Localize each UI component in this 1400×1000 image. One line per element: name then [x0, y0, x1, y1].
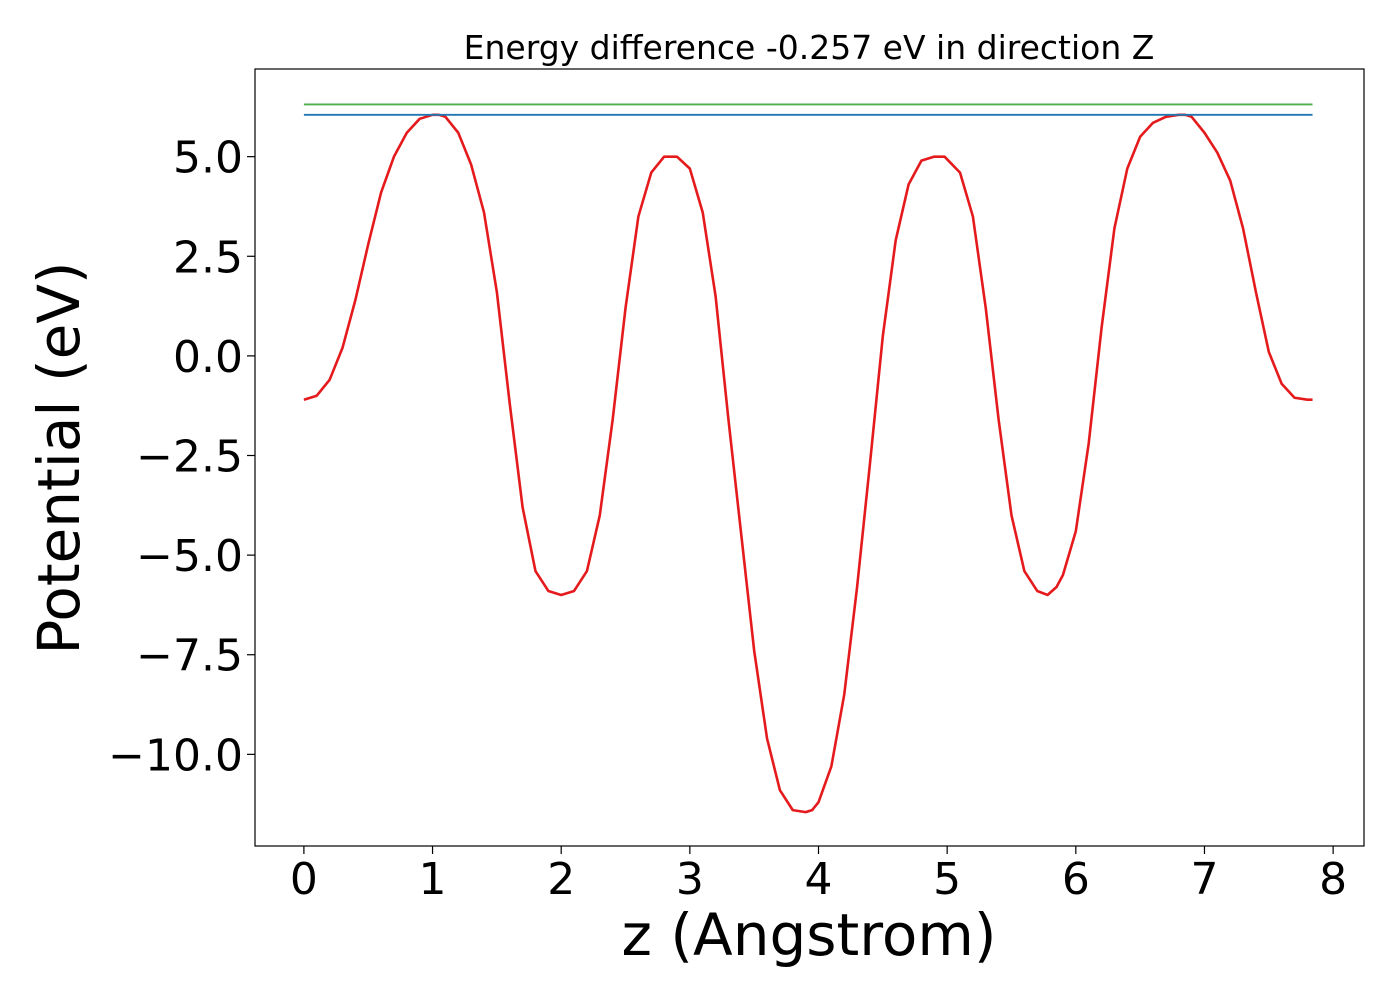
x-tick-label: 3 — [676, 854, 704, 905]
x-tick-label: 6 — [1062, 854, 1090, 905]
x-tick-label: 0 — [290, 854, 318, 905]
chart-title: Energy difference -0.257 eV in direction… — [464, 28, 1155, 67]
potential-curve — [303, 113, 1313, 814]
y-tick-label: −2.5 — [136, 432, 243, 483]
y-tick-label: −7.5 — [136, 631, 243, 682]
y-axis-label: Potential (eV) — [25, 261, 93, 654]
x-tick-label: 4 — [805, 854, 833, 905]
x-tick-label: 2 — [547, 854, 575, 905]
y-tick-label: 2.5 — [173, 232, 243, 283]
y-tick-label: 5.0 — [173, 133, 243, 184]
x-tick-label: 1 — [419, 854, 447, 905]
x-tick-label: 8 — [1319, 854, 1347, 905]
x-axis: 0 1 2 3 4 5 6 7 8 — [290, 846, 1347, 905]
x-tick-label: 5 — [933, 854, 961, 905]
y-tick-label: −10.0 — [108, 730, 243, 781]
axes-frame — [254, 68, 1365, 847]
y-axis: 5.0 2.5 0.0 −2.5 −5.0 −7.5 −10.0 — [108, 133, 255, 781]
x-axis-label: z (Angstrom) — [622, 901, 997, 969]
y-tick-label: 0.0 — [173, 332, 243, 383]
plot-area — [303, 103, 1313, 814]
y-tick-label: −5.0 — [136, 531, 243, 582]
x-tick-label: 7 — [1190, 854, 1218, 905]
